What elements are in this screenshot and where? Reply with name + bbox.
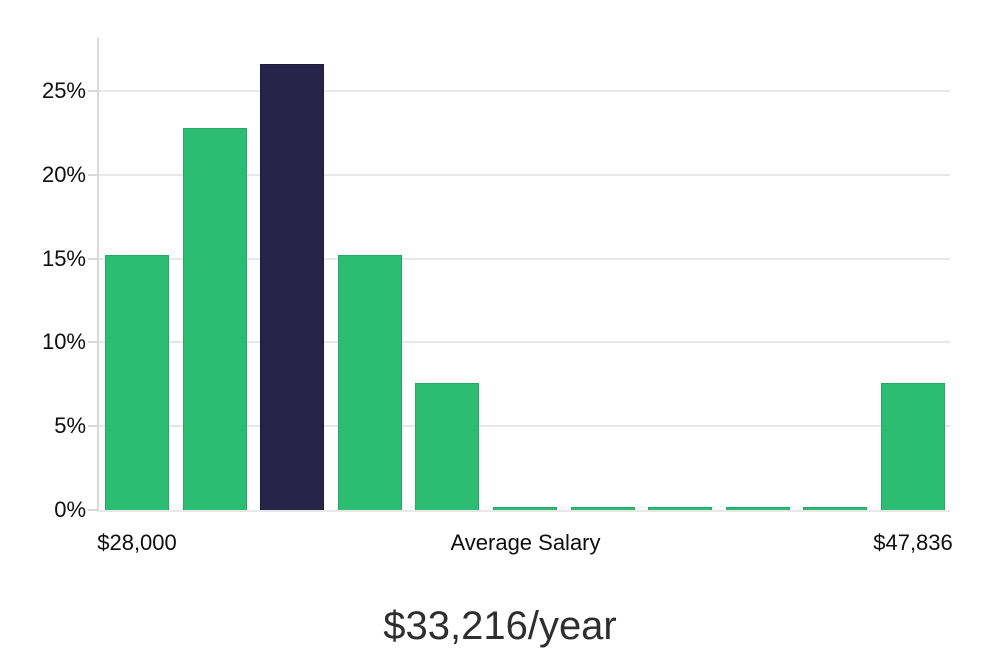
x-tick-label: Average Salary (450, 530, 601, 555)
bar (725, 507, 790, 510)
y-axis-tick (88, 257, 97, 260)
y-tick-label: 5% (54, 413, 86, 439)
bar (415, 382, 480, 510)
y-axis-tick (88, 173, 97, 176)
y-tick-label: 25% (41, 77, 86, 103)
y-tick-label: 10% (41, 329, 86, 355)
y-axis-tick (88, 89, 97, 92)
bar (803, 507, 868, 510)
plot-area: 0% 5% 10% 15% 20% 25% $28,000 Average Salary $47… (42, 38, 953, 555)
y-tick-label: 20% (41, 161, 86, 187)
x-tick-label: $47,836 (873, 530, 953, 555)
bar (105, 255, 169, 510)
bar (881, 382, 945, 510)
bar (337, 255, 402, 510)
bar (182, 127, 247, 510)
y-axis-tick (88, 425, 97, 428)
gridline (99, 425, 950, 428)
bar-highlighted (260, 64, 325, 510)
gridline (99, 341, 950, 344)
chart-title: $33,216/year (383, 604, 617, 648)
bar (570, 507, 635, 510)
x-tick-label: $28,000 (97, 530, 177, 555)
bar (648, 507, 713, 510)
gridline (99, 89, 950, 92)
gridline (99, 173, 950, 176)
bar (493, 507, 557, 510)
y-tick-label: 0% (54, 497, 86, 522)
y-axis-tick (88, 341, 97, 344)
y-axis-tick (88, 509, 97, 511)
y-tick-label: 15% (41, 245, 86, 271)
gridline (99, 257, 950, 260)
